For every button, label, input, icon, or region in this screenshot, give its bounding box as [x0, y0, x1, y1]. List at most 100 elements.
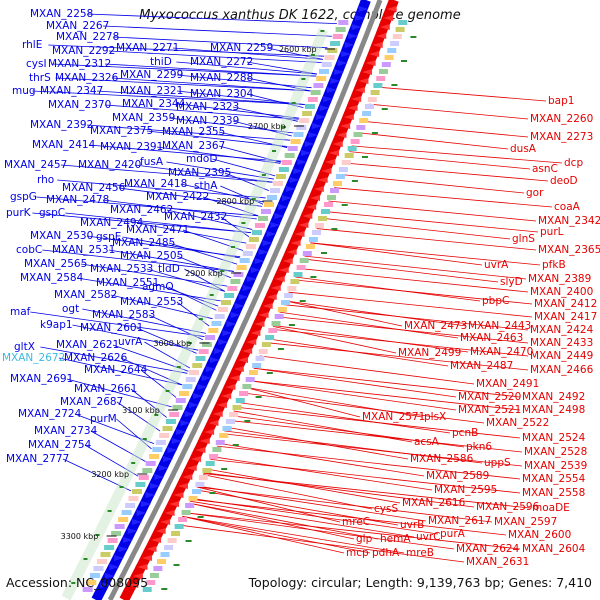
gene-label-reverse[interactable]: MXAN_2424 [530, 324, 594, 336]
gene-label-reverse[interactable]: MXAN_2443 [468, 320, 531, 332]
gene-label-forward[interactable]: MXAN_2626 [64, 352, 128, 364]
gene-label-forward[interactable]: MXAN_2505 [120, 250, 183, 262]
gene-label-forward[interactable]: MXAN_2601 [80, 322, 143, 334]
gene-label-forward[interactable]: mug [12, 85, 36, 97]
gene-label-forward[interactable]: MXAN_2661 [74, 383, 137, 395]
gene-label-reverse[interactable]: slyD [500, 276, 523, 288]
gene-label-reverse[interactable]: uvrC [416, 531, 441, 543]
gene-label-forward[interactable]: rho [37, 174, 54, 186]
gene-label-forward[interactable]: purK [6, 207, 32, 219]
gene-label-forward[interactable]: tldD [158, 263, 180, 275]
gene-label-forward[interactable]: MXAN_2344 [122, 98, 186, 110]
gene-label-reverse[interactable]: pkn6 [466, 441, 492, 453]
gene-label-reverse[interactable]: pbpC [482, 295, 509, 307]
gene-label-forward[interactable]: MXAN_2367 [162, 140, 225, 152]
gene-label-forward[interactable]: MXAN_2478 [46, 194, 109, 206]
gene-label-forward[interactable]: MXAN_2533 [90, 263, 153, 275]
gene-label-reverse[interactable]: plsX [424, 411, 446, 423]
gene-label-reverse[interactable]: purA [440, 528, 466, 540]
gene-label-forward[interactable]: MXAN_2565 [24, 258, 87, 270]
gene-label-reverse[interactable]: dcp [564, 157, 583, 169]
gene-label-forward[interactable]: MXAN_2375 [90, 125, 153, 137]
gene-label-reverse[interactable]: MXAN_2617 [428, 515, 491, 527]
gene-label-reverse[interactable]: pdhA [372, 547, 400, 559]
gene-label-forward[interactable]: purM [90, 413, 117, 425]
gene-label-forward[interactable]: k9ap1 [40, 319, 73, 331]
gene-label-forward[interactable]: rhlE [22, 39, 42, 51]
gene-label-reverse[interactable]: MXAN_2616 [402, 497, 466, 509]
gene-label-reverse[interactable]: MXAN_2466 [530, 364, 594, 376]
gene-label-forward[interactable]: MXAN_2391 [100, 141, 163, 153]
gene-label-reverse[interactable]: MXAN_2487 [450, 360, 513, 372]
gene-label-forward[interactable]: MXAN_2392 [30, 119, 93, 131]
gene-label-forward[interactable]: ogt [62, 303, 79, 315]
gene-label-reverse[interactable]: MXAN_2273 [530, 131, 593, 143]
gene-label-forward[interactable]: MXAN_2414 [32, 139, 96, 151]
gene-label-forward[interactable]: MXAN_2323 [176, 101, 239, 113]
gene-label-reverse[interactable]: MXAN_2586 [410, 453, 474, 465]
gene-label-forward[interactable]: MXAN_2583 [92, 309, 155, 321]
gene-label-forward[interactable]: MXAN_2644 [84, 364, 148, 376]
gene-label-forward[interactable]: thrS [29, 72, 51, 84]
gene-label-forward[interactable]: gspC [39, 207, 65, 219]
gene-label-forward[interactable]: mdoD [186, 153, 217, 165]
gene-label-reverse[interactable]: MXAN_2571 [362, 411, 425, 423]
gene-label-forward[interactable]: MXAN_2734 [34, 425, 98, 437]
gene-label-reverse[interactable]: MXAN_2389 [528, 273, 591, 285]
gene-label-reverse[interactable]: glnS [512, 233, 535, 245]
gene-label-reverse[interactable]: MXAN_2470 [470, 346, 533, 358]
gene-label-forward[interactable]: MXAN_2494 [80, 217, 144, 229]
gene-label-reverse[interactable]: MXAN_2412 [534, 298, 597, 310]
gene-label-forward[interactable]: MXAN_2278 [56, 31, 119, 43]
gene-label-forward[interactable]: MXAN_2359 [112, 112, 175, 124]
gene-label-forward[interactable]: cobC [16, 244, 42, 256]
gene-label-forward[interactable]: MXAN_2347 [40, 85, 103, 97]
gene-label-forward[interactable]: MXAN_2530 [30, 230, 93, 242]
gene-label-forward[interactable]: MXAN_2754 [28, 439, 92, 451]
gene-label-reverse[interactable]: MXAN_2463 [460, 332, 523, 344]
gene-label-reverse[interactable]: MXAN_2492 [522, 391, 585, 403]
gene-label-forward[interactable]: MXAN_2326 [55, 72, 119, 84]
gene-label-reverse[interactable]: uppS [484, 457, 511, 469]
gene-label-forward[interactable]: MXAN_2292 [52, 45, 115, 57]
gene-label-reverse[interactable]: uvrA [484, 259, 509, 271]
gene-label-forward[interactable]: MXAN_2370 [48, 99, 111, 111]
gene-label-reverse[interactable]: hemA [380, 533, 411, 545]
gene-label-forward[interactable]: MXAN_2312 [48, 58, 111, 70]
gene-label-forward[interactable]: gltX [14, 341, 35, 353]
gene-label-forward[interactable]: cysI [26, 58, 47, 70]
gene-label-forward[interactable]: MXAN_2432 [164, 211, 227, 223]
gene-label-forward[interactable]: MXAN_2687 [60, 396, 123, 408]
gene-label-reverse[interactable]: MXAN_2499 [398, 347, 461, 359]
gene-label-reverse[interactable]: MXAN_2631 [466, 556, 529, 568]
gene-label-reverse[interactable]: purL [540, 226, 564, 238]
gene-label-reverse[interactable]: gor [526, 187, 544, 199]
gene-label-forward[interactable]: MXAN_2584 [20, 272, 84, 284]
gene-label-reverse[interactable]: moaDE [532, 502, 570, 514]
gene-label-forward[interactable]: MXAN_2258 [30, 8, 93, 20]
gene-label-forward[interactable]: MXAN_2462 [110, 204, 173, 216]
gene-label-reverse[interactable]: mreB [406, 547, 434, 559]
gene-label-forward[interactable]: MXAN_2456 [62, 182, 126, 194]
gene-label-forward[interactable]: MXAN_2553 [120, 296, 183, 308]
gene-label-reverse[interactable]: MXAN_2596 [476, 501, 540, 513]
gene-label-forward[interactable]: MXAN_2355 [162, 126, 225, 138]
gene-label-reverse[interactable]: MXAN_2520 [458, 391, 521, 403]
gene-label-reverse[interactable]: MXAN_2554 [522, 473, 586, 485]
gene-label-forward[interactable]: MXAN_2339 [176, 115, 239, 127]
gene-label-reverse[interactable]: MXAN_2539 [524, 460, 587, 472]
gene-label-forward[interactable]: MXAN_2691 [10, 373, 73, 385]
gene-label-forward[interactable]: MXAN_2418 [124, 178, 187, 190]
gene-label-forward[interactable]: MXAN_2299 [120, 69, 183, 81]
gene-label-reverse[interactable]: MXAN_2600 [508, 529, 571, 541]
gene-label-forward[interactable]: gspG [10, 191, 37, 203]
gene-label-reverse[interactable]: asnC [532, 163, 558, 175]
gene-label-reverse[interactable]: MXAN_2597 [494, 516, 557, 528]
gene-label-reverse[interactable]: MXAN_2589 [426, 470, 489, 482]
gene-label-forward[interactable]: MXAN_2422 [146, 191, 209, 203]
gene-label-forward[interactable]: MXAN_2288 [190, 72, 253, 84]
gene-label-forward[interactable]: MXAN_2259 [210, 42, 273, 54]
gene-label-forward[interactable]: MXAN_2621 [56, 339, 119, 351]
gene-label-forward[interactable]: MXAN_2724 [18, 408, 82, 420]
gene-label-reverse[interactable]: MXAN_2342 [538, 215, 600, 227]
